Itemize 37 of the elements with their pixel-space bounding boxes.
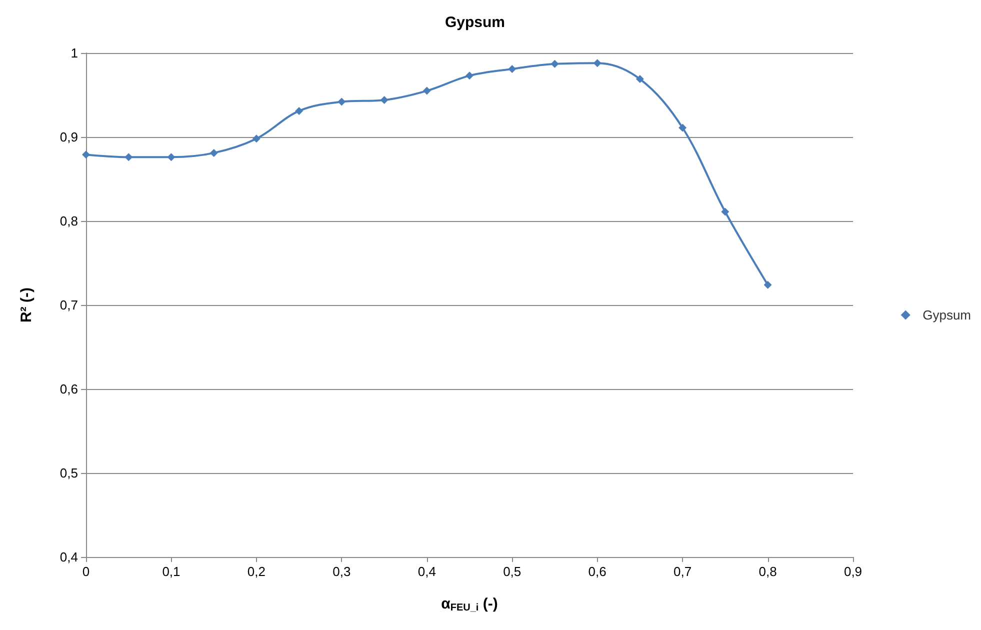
point [167,153,176,162]
x-tick-label: 0,5 [503,564,522,579]
y-tick-label: 0,4 [60,550,78,564]
x-tick-label: 0,2 [247,564,266,579]
point [678,124,687,132]
x-tick-label: 0,4 [418,564,436,579]
point [338,98,346,106]
x-tick-label: 0,1 [162,564,180,579]
x-tick-label: 0,9 [844,564,862,579]
point [422,86,431,95]
point [252,134,260,143]
y-tick-label: 0,8 [60,214,78,228]
point [466,72,474,80]
point [550,60,559,68]
x-tick-label: 0,6 [588,564,606,579]
chart-title: Gypsum [444,14,506,31]
point [124,153,133,162]
x-tick-label: 0,8 [758,564,777,579]
point [295,106,304,115]
point [593,59,602,68]
point [82,150,90,159]
point [764,280,772,289]
y-tick-label: 1 [70,46,78,60]
point [721,208,730,216]
point [508,64,516,73]
y-tick-label: 0,5 [60,466,78,480]
point [210,148,218,157]
y-axis-title: R² (-) [18,288,35,322]
y-tick-label: 0,6 [60,382,78,396]
point [636,75,644,84]
x-tick-label: 0,7 [674,564,692,579]
x-tick-label: 0 [82,564,90,579]
y-tick-label: 0,9 [60,130,78,144]
y-tick-label: 0,7 [60,298,78,312]
x-tick-label: 0,3 [332,564,351,579]
legend-label: Gypsum [922,308,972,322]
point [380,96,388,104]
